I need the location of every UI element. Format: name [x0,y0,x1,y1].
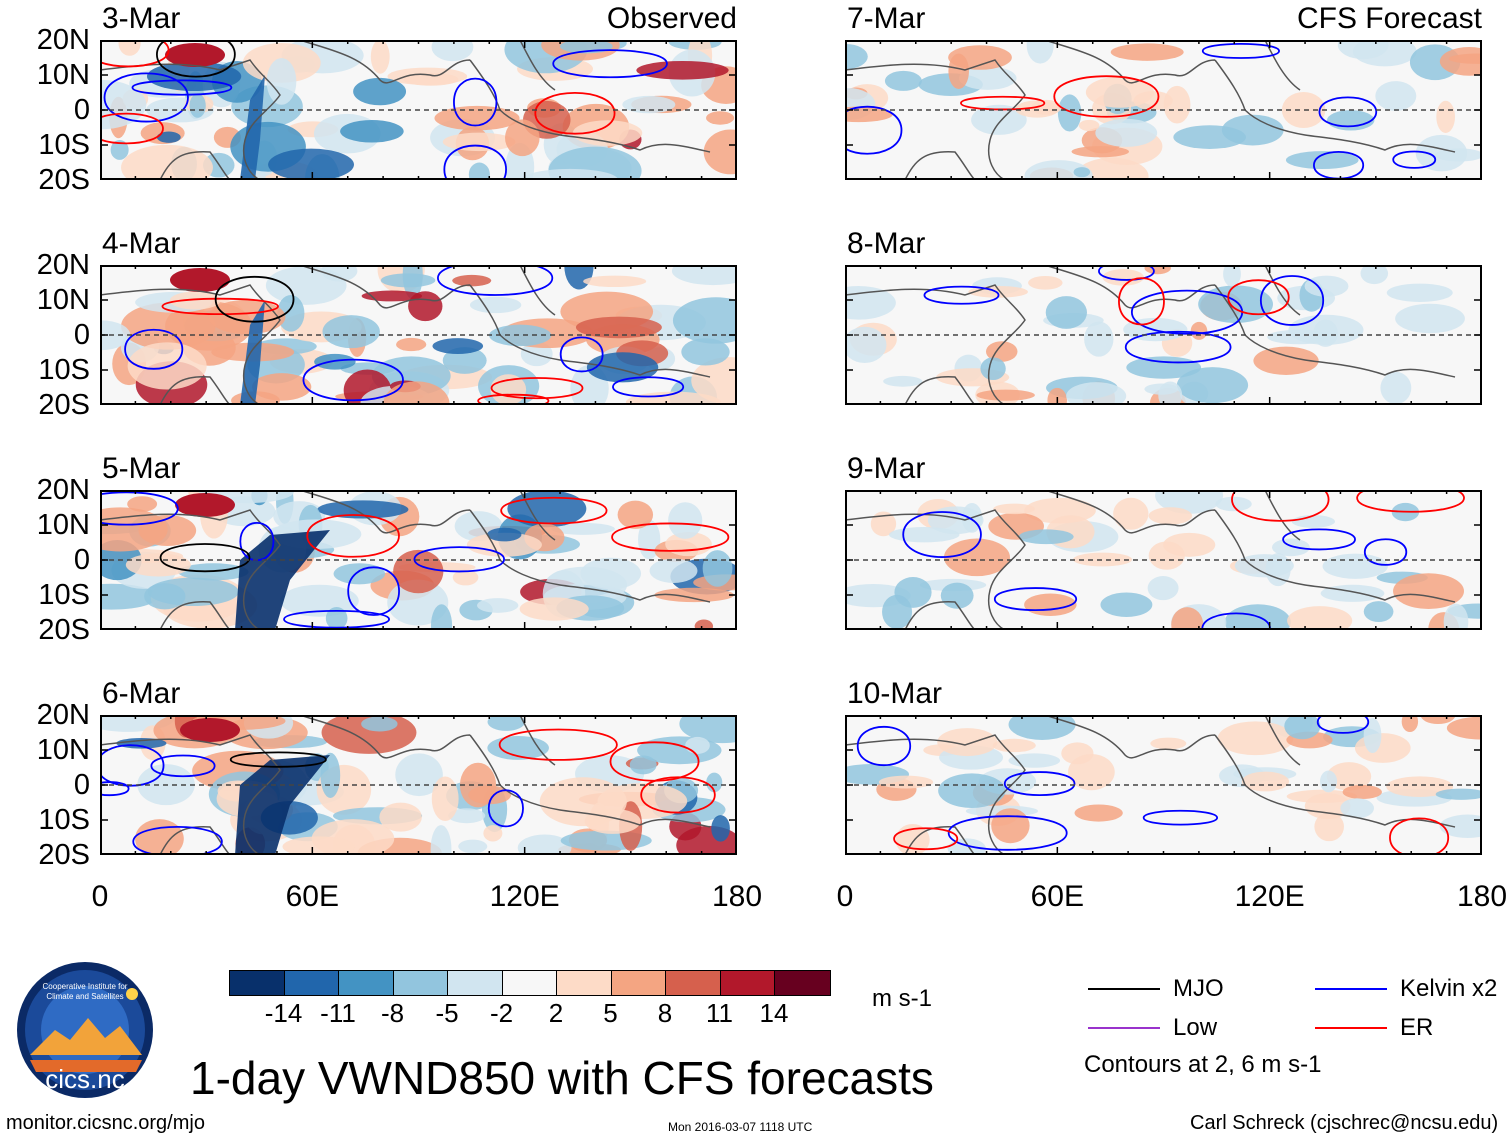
colorbar-swatch [284,971,339,995]
map-area [72,242,769,427]
panel-date: 5-Mar [102,452,181,485]
panel-date: 8-Mar [847,227,926,260]
colorbar-tick-label: -5 [435,998,459,1028]
colorbar-tick-label: 2 [548,998,564,1028]
map-area [55,25,758,204]
latitude-label: 0 [73,769,90,801]
latitude-label: 0 [73,319,90,351]
colorbar-swatch [230,971,285,995]
latitude-label: 20N [36,24,90,56]
latitude-label: 20S [38,614,90,646]
longitude-label: 0 [91,880,109,913]
legend-label: Kelvin x2 [1400,975,1498,1002]
colorbar-tick-label: -2 [489,998,514,1028]
map-plot [64,474,760,647]
colorbar-tick-label: 5 [603,998,618,1028]
colorbar-tick-label: 14 [759,998,789,1028]
colorbar-swatch [775,971,830,995]
colorbar-swatch [339,971,394,995]
legend-label: Low [1173,1014,1218,1041]
latitude-label: 10N [36,509,90,541]
colorbar-tick-label: 8 [657,998,673,1028]
latitude-label: 10S [38,354,90,386]
latitude-label: 20S [38,164,90,196]
colorbar-tick-label: -14 [264,998,303,1028]
colorbar: -14 -11 -8 -5 -2 2 5 8 11 14 [229,970,831,1026]
colorbar-swatch [611,971,666,995]
figure-title: 1-day VWND850 with CFS forecasts [190,1052,934,1104]
footer-credit: Carl Schreck (cjschrec@ncsu.edu) [1190,1112,1499,1134]
panel-date: 3-Mar [102,2,181,35]
map-area [64,474,760,647]
legend-line [1315,1027,1387,1029]
colorbar-boxes [229,970,831,996]
longitude-label: 120E [489,880,560,913]
longitude-label: 60E [1030,880,1085,913]
longitude-label: 180 [711,880,763,913]
panel-label: CFS Forecast [1296,2,1482,35]
logo-text: cics.nc [45,1064,124,1094]
colorbar-ticks: -14 -11 -8 -5 -2 2 5 8 11 14 [229,996,831,1026]
panel-date: 9-Mar [847,452,926,485]
latitude-label: 20S [38,389,90,421]
colorbar-tick-label: -8 [380,998,405,1028]
longitude-label: 180 [1456,880,1508,913]
footer-timestamp: Mon 2016-03-07 1118 UTC [668,1120,813,1134]
latitude-label: 10S [38,129,90,161]
colorbar-swatch [448,971,503,995]
latitude-label: 10S [38,579,90,611]
logo-ring-text: Cooperative Institute for Climate and Sa… [42,982,128,1001]
colorbar-units: m s-1 [872,985,932,1012]
map-area [835,476,1509,647]
panel-date: 7-Mar [847,2,926,35]
latitude-label: 10N [36,284,90,316]
map-plot [81,704,766,873]
colorbar-tick-label: 11 [706,998,733,1028]
map-area [821,26,1506,196]
latitude-label: 20S [38,839,90,871]
legend-note: Contours at 2, 6 m s-1 [1084,1051,1322,1078]
longitude-label: 60E [285,880,340,913]
map-plot [821,26,1506,196]
legend-line [1088,988,1160,990]
cics-logo-graphic: cics.nc [17,962,153,1098]
colorbar-swatch [502,971,557,995]
colorbar-swatch [393,971,448,995]
latitude-label: 20N [36,249,90,281]
map-plot [55,25,758,204]
latitude-label: 10N [36,734,90,766]
legend-line [1088,1027,1160,1029]
map-plot [835,476,1509,647]
legend-line [1315,988,1387,990]
panel-date: 4-Mar [102,227,181,260]
map-plot [833,706,1510,859]
map-area [833,706,1510,860]
panel-label: Observed [606,2,737,35]
colorbar-tick-label: -11 [320,998,356,1028]
footer-url: monitor.cicsnc.org/mjo [6,1112,205,1134]
map-area [821,261,1483,419]
longitude-label: 120E [1234,880,1305,913]
latitude-label: 10N [36,59,90,91]
colorbar-swatch [666,971,721,995]
map-plot [821,261,1483,419]
latitude-label: 0 [73,544,90,576]
colorbar-swatch [557,971,612,995]
map-area [81,704,766,873]
latitude-label: 0 [73,94,90,126]
panel-date: 6-Mar [102,677,181,710]
colorbar-swatch [720,971,775,995]
cics-logo: cics.nc Cooperative Institute for Climat… [10,960,160,1100]
longitude-label: 0 [836,880,854,913]
map-plot [72,242,769,427]
panel-date: 10-Mar [847,677,943,710]
latitude-label: 20N [36,699,90,731]
legend-label: MJO [1173,975,1224,1002]
latitude-label: 20N [36,474,90,506]
legend-label: ER [1400,1014,1434,1041]
latitude-label: 10S [38,804,90,836]
